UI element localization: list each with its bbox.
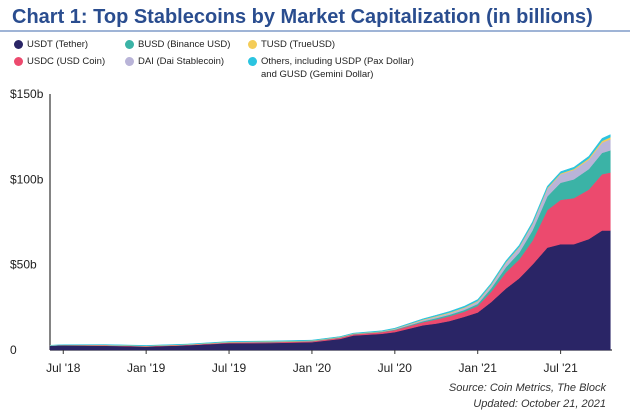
x-tick-label: Jul '20: [378, 361, 413, 375]
legend-swatch-usdt: [14, 40, 23, 49]
legend-label-busd: BUSD (Binance USD): [138, 39, 231, 50]
legend-item-usdc: USDC (USD Coin): [14, 55, 105, 68]
legend-swatch-busd: [125, 40, 134, 49]
x-tick-label: Jan '19: [127, 361, 166, 375]
x-tick-label: Jul '19: [212, 361, 247, 375]
legend-label-others: Others, including USDP (Pax Dollar): [261, 56, 414, 67]
legend-item-dai: DAI (Dai Stablecoin): [125, 55, 224, 68]
legend-label-dai: DAI (Dai Stablecoin): [138, 56, 225, 67]
y-tick-label: $100b: [10, 172, 44, 186]
x-tick-label: Jan '20: [293, 361, 332, 375]
x-tick-label: Jul '21: [543, 361, 578, 375]
legend-swatch-tusd: [248, 40, 257, 49]
legend-swatch-others: [248, 57, 257, 66]
legend-swatch-usdc: [14, 57, 23, 66]
area-series-5: [49, 134, 611, 346]
updated-note: Updated: October 21, 2021: [473, 398, 606, 410]
legend-item-tusd: TUSD (TrueUSD): [248, 38, 335, 51]
legend-item-usdt: USDT (Tether): [14, 38, 88, 51]
x-tick-label: Jul '18: [46, 361, 81, 375]
legend-item-others: Others, including USDP (Pax Dollar) and …: [248, 55, 414, 81]
x-tick-label: Jan '21: [459, 361, 498, 375]
legend-item-busd: BUSD (Binance USD): [125, 38, 230, 51]
legend-swatch-dai: [125, 57, 134, 66]
source-note: Source: Coin Metrics, The Block: [448, 382, 606, 394]
chart-title: Chart 1: Top Stablecoins by Market Capit…: [12, 6, 593, 28]
legend-label-tusd: TUSD (TrueUSD): [261, 39, 336, 50]
legend-label-usdt: USDT (Tether): [27, 39, 89, 50]
y-tick-label: 0: [10, 343, 17, 357]
legend-label-usdc: USDC (USD Coin): [27, 56, 106, 67]
title-divider: [0, 30, 630, 32]
y-tick-label: $50b: [10, 258, 37, 272]
y-tick-label: $150b: [10, 87, 44, 101]
legend-label-others-line2: and GUSD (Gemini Dollar): [261, 69, 374, 80]
